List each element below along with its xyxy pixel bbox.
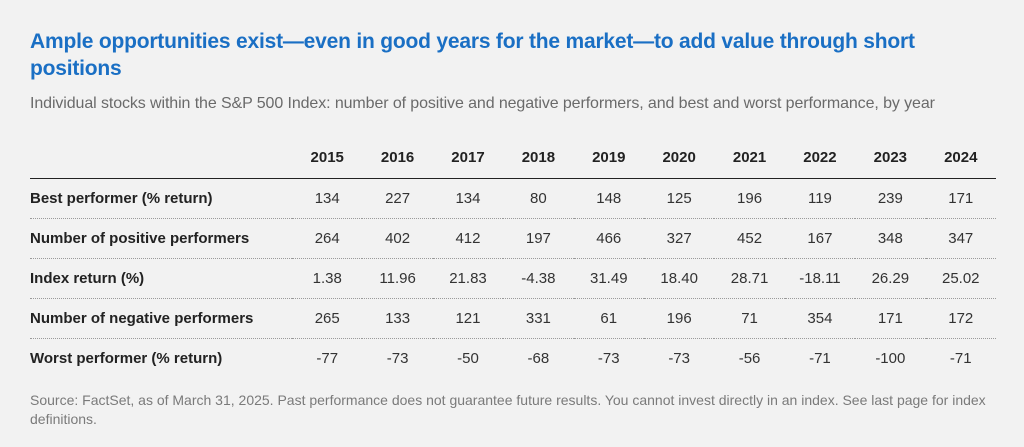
row-label: Number of negative performers <box>30 298 293 339</box>
table-cell: 71 <box>714 298 785 339</box>
table-cell: -100 <box>875 350 906 367</box>
table-cell: 1.38 <box>292 258 363 299</box>
row-label: Best performer (% return) <box>30 178 293 219</box>
table-cell: 167 <box>784 218 856 259</box>
column-header-year: 2018 <box>503 136 574 179</box>
column-header-year: 2016 <box>362 136 433 179</box>
table-cell: 327 <box>643 218 715 259</box>
table-row: Number of negative performers 265 133 121 33… <box>30 298 996 339</box>
table-cell: 452 <box>714 218 785 259</box>
table-cell: -73 <box>386 350 409 367</box>
row-label: Index return (%) <box>30 258 293 299</box>
column-header-year: 2024 <box>925 136 996 179</box>
table-cell: 331 <box>503 298 574 339</box>
table-cell: 25.02 <box>925 258 996 299</box>
table-cell: 347 <box>925 218 996 259</box>
table-cell: 61 <box>573 298 644 339</box>
row-label: Number of positive performers <box>30 218 293 259</box>
table-header-row: 2015 2016 2017 2018 2019 2020 2021 2022 2023 2024 <box>30 136 996 179</box>
table-cell: 121 <box>432 298 504 339</box>
table-cell: 148 <box>573 178 644 219</box>
table-cell: 21.83 <box>432 258 504 299</box>
table-cell: 28.71 <box>714 258 785 299</box>
table-cell: 11.96 <box>362 258 433 299</box>
table-cell: 239 <box>855 178 926 219</box>
table-cell: 196 <box>714 178 785 219</box>
column-header-year: 2017 <box>432 136 504 179</box>
table-cell: 227 <box>362 178 433 219</box>
table-cell: 171 <box>925 178 996 219</box>
table-row: Index return (%) 1.38 11.96 21.83 -4.38 31.49… <box>30 258 996 299</box>
table-cell: -4.38 <box>503 258 574 299</box>
table-cell: 265 <box>292 298 363 339</box>
table-cell: 31.49 <box>573 258 644 299</box>
table-cell: 134 <box>292 178 363 219</box>
table-row: Number of positive performers 264 402 412 19… <box>30 218 996 259</box>
table-cell: 348 <box>855 218 926 259</box>
table-cell: 134 <box>432 178 504 219</box>
row-label: Worst performer (% return) <box>30 350 223 367</box>
table-cell: 80 <box>503 178 574 219</box>
table-cell: 196 <box>643 298 715 339</box>
column-header-year: 2019 <box>573 136 644 179</box>
table-cell: -77 <box>316 350 339 367</box>
table-cell: 26.29 <box>855 258 926 299</box>
table-cell: 412 <box>432 218 504 259</box>
table-cell: 402 <box>362 218 433 259</box>
table-body: Best performer (% return) 134 227 134 80 148 1… <box>30 178 996 379</box>
column-header-year: 2022 <box>784 136 856 179</box>
table-cell: -56 <box>738 350 761 367</box>
source-note: Source: FactSet, as of March 31, 2025. P… <box>30 392 986 427</box>
table-cell: 354 <box>784 298 856 339</box>
column-header-year: 2023 <box>855 136 926 179</box>
row-header-blank <box>30 136 293 179</box>
figure-title: Ample opportunities exist—even in good y… <box>30 30 915 80</box>
table-cell: 119 <box>784 178 856 219</box>
column-header-year: 2015 <box>292 136 363 179</box>
table-cell: -73 <box>668 350 690 367</box>
table-cell: 133 <box>362 298 433 339</box>
table-cell: 125 <box>643 178 715 219</box>
table-cell: 18.40 <box>643 258 715 299</box>
table-cell: 264 <box>292 218 363 259</box>
performance-table: 2015 2016 2017 2018 2019 2020 2021 2022 2023 2024… <box>30 136 996 378</box>
table-cell: -50 <box>457 350 479 367</box>
table-cell: 172 <box>925 298 996 339</box>
table-cell: 197 <box>503 218 574 259</box>
table-row: Worst performer (% return) -77 -73 -50 -68 -7… <box>30 339 996 379</box>
table-cell: -71 <box>949 350 972 367</box>
table-cell: -71 <box>809 350 831 367</box>
table-cell: -68 <box>527 350 550 367</box>
column-header-year: 2020 <box>643 136 715 179</box>
table-cell: -18.11 <box>784 258 856 299</box>
column-header-year: 2021 <box>714 136 785 179</box>
figure-subtitle: Individual stocks within the S&P 500 Ind… <box>30 95 935 112</box>
table-cell: -73 <box>597 350 620 367</box>
table-cell: 171 <box>855 298 926 339</box>
table-row: Best performer (% return) 134 227 134 80 148 1… <box>30 178 996 219</box>
table-cell: 466 <box>573 218 644 259</box>
